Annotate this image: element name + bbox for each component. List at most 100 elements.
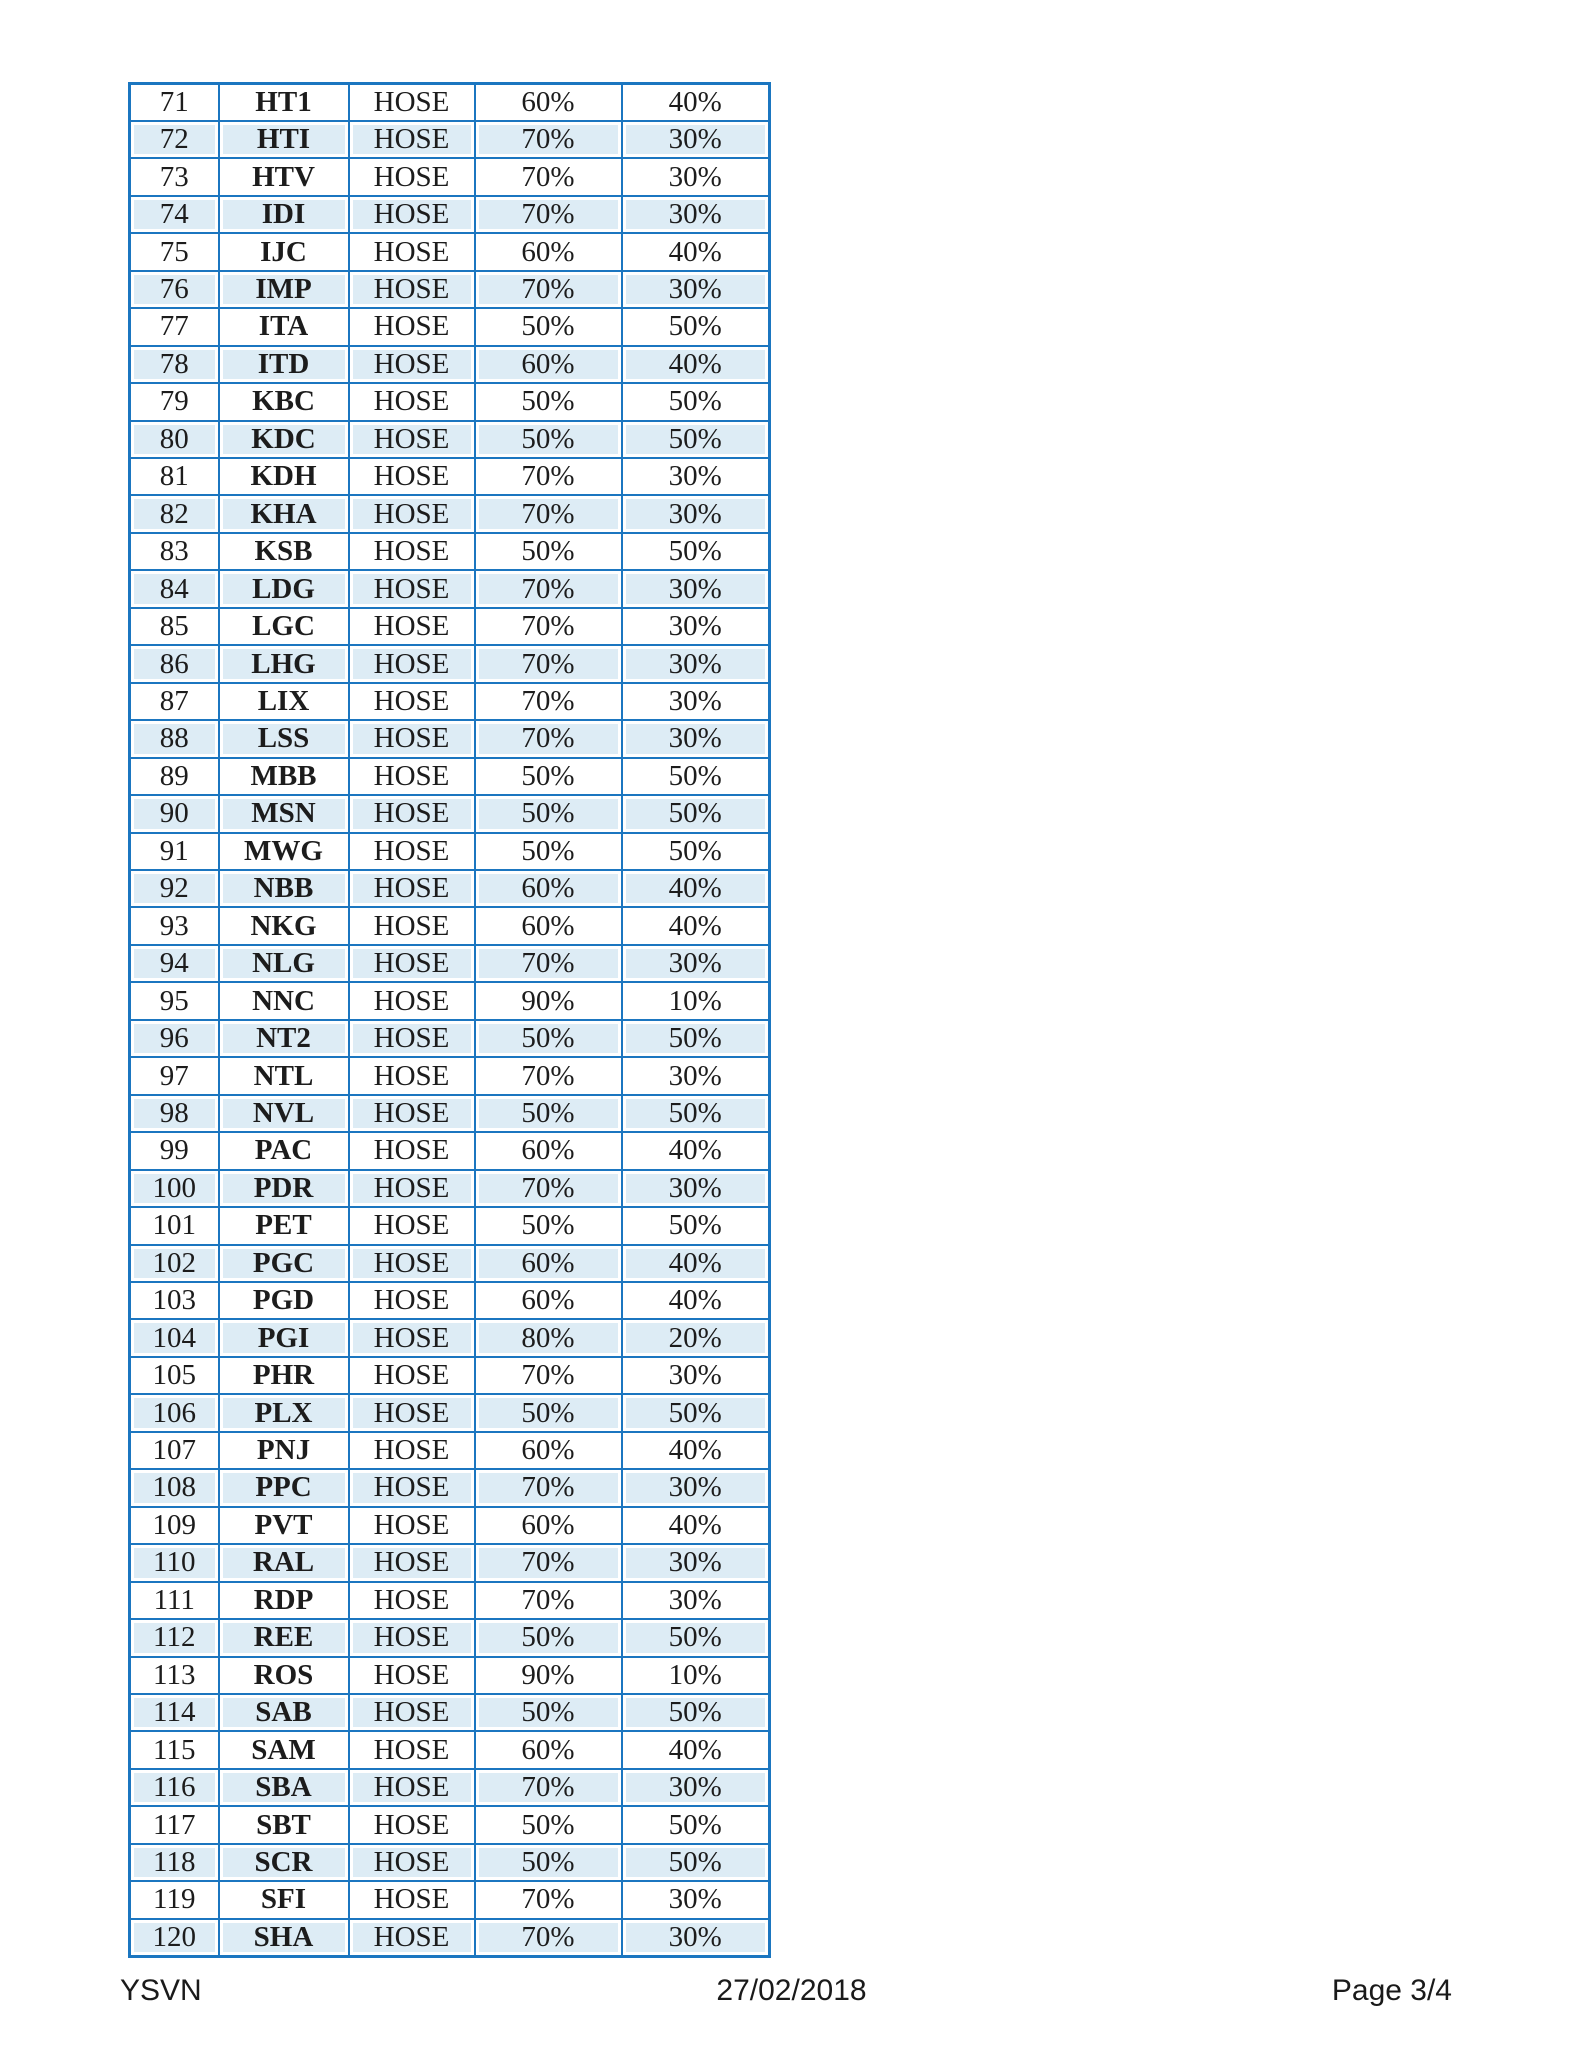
pct-a-cell: 70% [473,269,623,310]
exchange-cell: HOSE [347,1243,476,1284]
table-row: 101 PET HOSE 50% 50% [128,1206,771,1246]
row-number-cell: 114 [128,1692,220,1733]
pct-a-cell: 70% [473,1767,623,1808]
pct-b-cell: 30% [620,157,771,197]
ticker-cell: PGC [217,1243,350,1284]
exchange-cell: HOSE [347,1618,476,1658]
exchange-cell: HOSE [347,1206,476,1246]
exchange-cell: HOSE [347,307,476,347]
pct-a-cell: 90% [473,981,623,1021]
pct-b-cell: 50% [620,1018,771,1059]
exchange-cell: HOSE [347,1430,476,1471]
ticker-cell: RDP [217,1580,350,1621]
pct-a-cell: 70% [473,1580,623,1621]
row-number-cell: 97 [128,1056,220,1096]
pct-a-cell: 70% [473,606,623,647]
exchange-cell: HOSE [347,1468,476,1508]
pct-b-cell: 40% [620,906,771,946]
exchange-cell: HOSE [347,981,476,1021]
pct-a-cell: 50% [473,794,623,834]
row-number-cell: 102 [128,1243,220,1284]
row-number-cell: 93 [128,906,220,946]
row-number-cell: 108 [128,1468,220,1508]
row-number-cell: 92 [128,869,220,909]
pct-a-cell: 70% [473,943,623,984]
pct-a-cell: 70% [473,1543,623,1583]
ticker-cell: NT2 [217,1018,350,1059]
exchange-cell: HOSE [347,869,476,909]
pct-a-cell: 70% [473,494,623,534]
table-row: 92 NBB HOSE 60% 40% [128,869,771,909]
pct-a-cell: 50% [473,756,623,797]
pct-b-cell: 50% [620,531,771,572]
ticker-cell: PLX [217,1393,350,1433]
table-row: 106 PLX HOSE 50% 50% [128,1393,771,1433]
pct-b-cell: 40% [620,1430,771,1471]
table-row: 94 NLG HOSE 70% 30% [128,943,771,984]
table-row: 83 KSB HOSE 50% 50% [128,531,771,572]
stock-ratio-table: 71 HT1 HOSE 60% 40% 72 HTI HOSE 70% 30% 73 HTV HOSE 7… [128,82,771,1958]
pct-b-cell: 50% [620,1206,771,1246]
ticker-cell: MBB [217,756,350,797]
row-number-cell: 109 [128,1505,220,1546]
footer-page-number: Page 3/4 [1331,1974,1452,2007]
row-number-cell: 107 [128,1430,220,1471]
pct-b-cell: 30% [620,1355,771,1396]
table-row: 79 KBC HOSE 50% 50% [128,382,771,422]
table-row: 116 SBA HOSE 70% 30% [128,1767,771,1808]
pct-b-cell: 30% [620,1056,771,1096]
row-number-cell: 96 [128,1018,220,1059]
exchange-cell: HOSE [347,1692,476,1733]
pct-b-cell: 40% [620,82,771,122]
row-number-cell: 80 [128,419,220,460]
row-number-cell: 100 [128,1168,220,1209]
ticker-cell: PHR [217,1355,350,1396]
pct-a-cell: 70% [473,569,623,609]
exchange-cell: HOSE [347,382,476,422]
row-number-cell: 90 [128,794,220,834]
pct-a-cell: 90% [473,1655,623,1695]
ticker-cell: NVL [217,1093,350,1134]
pct-a-cell: 70% [473,1468,623,1508]
ticker-cell: IMP [217,269,350,310]
pct-a-cell: 50% [473,382,623,422]
table-row: 72 HTI HOSE 70% 30% [128,119,771,160]
exchange-cell: HOSE [347,794,476,834]
pct-b-cell: 30% [620,1580,771,1621]
table-row: 112 REE HOSE 50% 50% [128,1618,771,1658]
row-number-cell: 81 [128,457,220,497]
ticker-cell: LSS [217,719,350,759]
row-number-cell: 118 [128,1842,220,1883]
exchange-cell: HOSE [347,194,476,235]
pct-b-cell: 40% [620,1730,771,1770]
table-row: 99 PAC HOSE 60% 40% [128,1131,771,1171]
row-number-cell: 119 [128,1880,220,1920]
ticker-cell: LIX [217,681,350,722]
pct-b-cell: 30% [620,1880,771,1920]
row-number-cell: 105 [128,1355,220,1396]
pct-a-cell: 60% [473,1505,623,1546]
ticker-cell: RAL [217,1543,350,1583]
row-number-cell: 71 [128,82,220,122]
pct-b-cell: 30% [620,606,771,647]
ticker-cell: PVT [217,1505,350,1546]
ticker-cell: HT1 [217,82,350,122]
exchange-cell: HOSE [347,1318,476,1358]
ticker-cell: LGC [217,606,350,647]
table-row: 87 LIX HOSE 70% 30% [128,681,771,722]
exchange-cell: HOSE [347,419,476,460]
exchange-cell: HOSE [347,119,476,160]
row-number-cell: 112 [128,1618,220,1658]
pct-b-cell: 30% [620,457,771,497]
table-row: 85 LGC HOSE 70% 30% [128,606,771,647]
table-row: 111 RDP HOSE 70% 30% [128,1580,771,1621]
pct-b-cell: 30% [620,719,771,759]
exchange-cell: HOSE [347,1093,476,1134]
ticker-cell: REE [217,1618,350,1658]
ticker-cell: SFI [217,1880,350,1920]
pct-a-cell: 50% [473,831,623,872]
exchange-cell: HOSE [347,681,476,722]
exchange-cell: HOSE [347,1056,476,1096]
ticker-cell: LDG [217,569,350,609]
table-row: 102 PGC HOSE 60% 40% [128,1243,771,1284]
